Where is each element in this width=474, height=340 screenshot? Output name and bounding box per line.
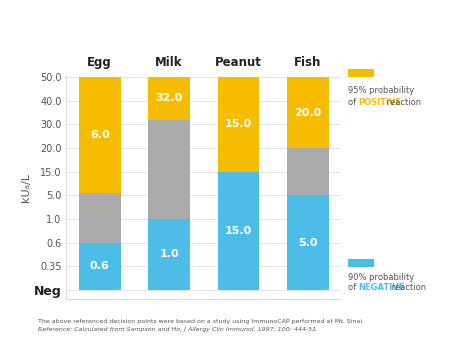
Text: 90% probability: 90% probability [348,273,415,282]
Text: 5.0: 5.0 [298,238,318,248]
Bar [218,77,259,172]
Bar [79,242,120,290]
Bar [218,172,259,290]
Text: 95% probability: 95% probability [348,86,415,95]
Text: 0.6: 0.6 [90,261,109,271]
Text: of: of [348,98,359,106]
Bar [148,219,190,290]
Text: 6.0: 6.0 [90,130,109,140]
Text: 32.0: 32.0 [155,94,183,103]
Bar [287,195,329,290]
Text: 1.0: 1.0 [159,249,179,259]
Text: The above referenced decision points were based on a study using ImmunoCAP perfo: The above referenced decision points wer… [38,319,364,324]
Bar [79,193,120,242]
Text: reaction: reaction [389,283,426,292]
Text: POSITIVE: POSITIVE [358,98,401,106]
Bar [287,77,329,148]
Text: 15.0: 15.0 [225,119,252,130]
Text: Egg: Egg [87,56,112,69]
Bar [148,120,190,219]
Text: Reference: Calculated from Sampson and Ho, J Allergy Clin Immunol. 1997; 100: 44: Reference: Calculated from Sampson and H… [38,327,318,332]
Text: 20.0: 20.0 [294,107,321,118]
Bar [287,148,329,195]
Text: of: of [348,283,359,292]
Text: 15.0: 15.0 [225,226,252,236]
Text: Peanut: Peanut [215,56,262,69]
Bar [79,77,120,193]
Bar [148,77,190,120]
Text: reaction: reaction [384,98,421,106]
Text: Fish: Fish [294,56,322,69]
Y-axis label: kUₐ/L: kUₐ/L [21,172,31,202]
Text: NEGATIVE: NEGATIVE [358,283,404,292]
Text: Milk: Milk [155,56,183,69]
